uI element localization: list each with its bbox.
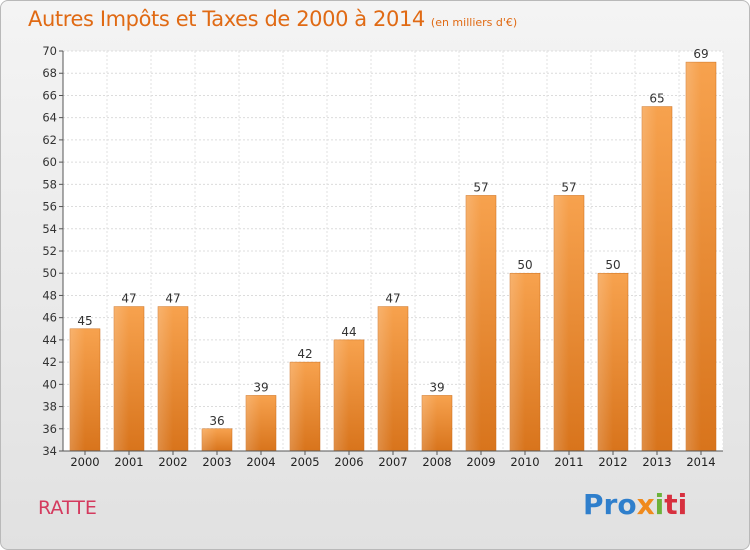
data-label: 50 (605, 258, 620, 272)
logo-part-3: i (654, 488, 665, 521)
bar-highlight (290, 362, 305, 451)
chart-subtitle: (en milliers d'€) (430, 16, 518, 29)
data-label: 36 (209, 414, 224, 428)
data-label: 42 (297, 347, 312, 361)
bar-highlight (158, 306, 173, 451)
y-tick-label: 62 (42, 133, 57, 147)
x-tick-label: 2007 (378, 455, 407, 469)
y-tick-label: 46 (42, 311, 57, 325)
x-tick-label: 2010 (510, 455, 539, 469)
data-label: 47 (121, 292, 136, 306)
y-tick-label: 44 (42, 333, 57, 347)
bar-highlight (554, 195, 569, 451)
x-tick-label: 2009 (466, 455, 495, 469)
x-tick-label: 2000 (70, 455, 99, 469)
data-label: 50 (517, 258, 532, 272)
chart-title-text: Autres Impôts et Taxes de 2000 à 2014 (28, 7, 425, 31)
data-label: 47 (165, 292, 180, 306)
bar-highlight (246, 395, 261, 451)
y-tick-label: 34 (42, 444, 57, 458)
y-tick-label: 48 (42, 288, 57, 302)
bar-highlight (70, 328, 85, 451)
data-label: 57 (561, 180, 576, 194)
y-tick-label: 68 (42, 66, 57, 80)
proxiti-logo[interactable]: Proxiti (583, 488, 687, 521)
x-tick-label: 2014 (686, 455, 715, 469)
data-label: 44 (341, 325, 356, 339)
y-tick-label: 40 (42, 377, 57, 391)
data-label: 45 (77, 314, 92, 328)
x-tick-label: 2004 (246, 455, 275, 469)
bar-highlight (642, 106, 657, 452)
bar-highlight (378, 306, 393, 451)
x-tick-label: 2008 (422, 455, 451, 469)
data-label: 69 (693, 47, 708, 61)
y-tick-label: 36 (42, 422, 57, 436)
x-tick-label: 2002 (158, 455, 187, 469)
y-tick-label: 58 (42, 177, 57, 191)
y-tick-label: 54 (42, 222, 57, 236)
y-tick-label: 64 (42, 111, 57, 125)
data-label: 65 (649, 92, 664, 106)
bar-highlight (510, 273, 525, 451)
bar-highlight (598, 273, 613, 451)
logo-part-4: ti (664, 488, 688, 521)
bar-highlight (202, 428, 217, 451)
x-tick-label: 2013 (642, 455, 671, 469)
y-tick-label: 38 (42, 400, 57, 414)
y-tick-label: 66 (42, 88, 57, 102)
x-tick-label: 2011 (554, 455, 583, 469)
x-tick-label: 2012 (598, 455, 627, 469)
bar-highlight (686, 62, 701, 451)
y-tick-label: 56 (42, 200, 57, 214)
bar-highlight (334, 339, 349, 451)
y-tick-label: 60 (42, 155, 57, 169)
x-tick-label: 2005 (290, 455, 319, 469)
chart-title: Autres Impôts et Taxes de 2000 à 2014 (en… (28, 7, 517, 31)
axis-layer: 34 36 38 40 42 44 46 48 50 52 54 56 58 60 62 64 66 68 70 20… (42, 44, 723, 469)
y-tick-label: 50 (42, 266, 57, 280)
bars-layer: 45 47 47 36 39 42 44 47 39 57 50 57 50 65 69 (69, 47, 717, 452)
x-tick-label: 2003 (202, 455, 231, 469)
logo-part-2: x (636, 488, 655, 521)
x-tick-label: 2001 (114, 455, 143, 469)
y-tick-label: 52 (42, 244, 57, 258)
data-label: 39 (429, 380, 444, 394)
data-label: 39 (253, 380, 268, 394)
logo-part-1: Pro (583, 488, 637, 521)
x-tick-label: 2006 (334, 455, 363, 469)
commune-name: RATTE (38, 497, 97, 519)
bar-highlight (114, 306, 129, 451)
y-tick-label: 42 (42, 355, 57, 369)
bar-highlight (422, 395, 437, 451)
bar-highlight (466, 195, 481, 451)
data-label: 57 (473, 180, 488, 194)
data-label: 47 (385, 292, 400, 306)
y-tick-label: 70 (42, 44, 57, 58)
